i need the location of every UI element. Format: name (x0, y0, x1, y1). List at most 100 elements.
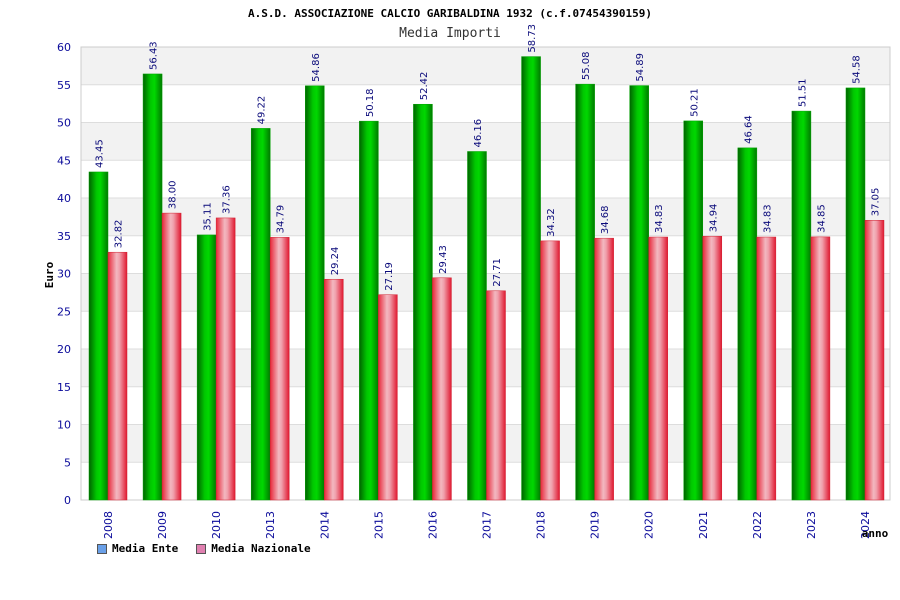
data-label: 52.42 (419, 72, 430, 101)
bar-media-ente (791, 110, 812, 501)
x-tick-label: 2015 (372, 511, 385, 539)
x-axis-label: anno (862, 527, 889, 540)
data-label: 54.86 (311, 53, 322, 82)
x-tick-label: 2009 (156, 511, 169, 539)
bar-media-ente (196, 234, 217, 501)
data-label: 37.36 (222, 185, 233, 214)
data-label: 54.89 (635, 53, 646, 82)
x-tick-label: 2008 (102, 511, 115, 539)
data-label: 46.16 (473, 119, 484, 148)
bar-media-ente (359, 120, 379, 501)
data-label: 34.68 (600, 206, 611, 235)
data-label: 46.64 (743, 115, 754, 144)
y-tick-label: 45 (57, 154, 71, 167)
bar-media-ente (575, 83, 595, 501)
legend-label-media-ente: Media Ente (112, 542, 179, 555)
bar-media-ente (737, 147, 758, 501)
bar-media-nazionale (486, 290, 506, 501)
bar-media-nazionale (648, 236, 668, 501)
x-tick-label: 2020 (643, 511, 656, 539)
data-label: 32.82 (114, 220, 125, 249)
legend-item-media-nazionale: Media Nazionale (196, 542, 311, 555)
y-tick-label: 35 (57, 230, 71, 243)
legend-swatch-media-ente (97, 543, 107, 554)
y-tick-label: 50 (57, 117, 71, 130)
bar-media-nazionale (324, 278, 344, 501)
y-tick-label: 5 (64, 456, 71, 469)
x-tick-label: 2017 (480, 511, 493, 539)
bar-media-ente (467, 151, 487, 501)
bar-media-ente (413, 103, 433, 501)
data-label: 29.43 (438, 245, 449, 274)
y-tick-label: 15 (57, 381, 71, 394)
x-tick-label: 2014 (318, 511, 331, 539)
x-tick-label: 2013 (264, 511, 277, 539)
bar-media-nazionale (107, 251, 128, 501)
bar-media-ente (521, 56, 541, 501)
data-label: 50.18 (365, 89, 376, 118)
data-label: 34.32 (546, 208, 557, 237)
x-tick-label: 2021 (697, 511, 710, 539)
bar-media-ente (683, 120, 704, 501)
y-tick-label: 20 (57, 343, 71, 356)
data-label: 35.11 (203, 202, 214, 231)
bar-media-ente (845, 87, 866, 501)
x-tick-label: 2019 (589, 511, 602, 539)
y-tick-label: 40 (57, 192, 71, 205)
x-tick-label: 2023 (805, 511, 818, 539)
data-label: 27.19 (384, 262, 395, 291)
bar-media-nazionale (702, 235, 723, 501)
data-label: 27.71 (492, 258, 503, 287)
chart-title: A.S.D. ASSOCIAZIONE CALCIO GARIBALDINA 1… (248, 7, 652, 20)
bar-media-nazionale (269, 237, 290, 501)
data-label: 55.08 (581, 52, 592, 81)
bar-media-ente (250, 128, 271, 501)
data-label: 34.79 (276, 205, 287, 234)
grid-band (81, 47, 890, 85)
y-axis-label: Euro (43, 261, 56, 288)
data-label: 29.24 (330, 247, 341, 276)
data-label: 37.05 (870, 188, 881, 217)
data-label: 58.73 (527, 24, 538, 53)
bar-media-nazionale (810, 236, 831, 501)
bar-media-nazionale (161, 212, 182, 501)
y-tick-label: 55 (57, 79, 71, 92)
bar-media-ente (629, 85, 649, 501)
data-label: 34.83 (762, 204, 773, 233)
data-label: 34.85 (816, 204, 827, 233)
data-label: 34.83 (654, 204, 665, 233)
x-tick-label: 2016 (426, 511, 439, 539)
bar-media-nazionale (432, 277, 452, 501)
data-label: 43.45 (95, 139, 106, 168)
bar-media-nazionale (594, 237, 614, 501)
legend-item-media-ente: Media Ente (97, 542, 178, 555)
data-label: 34.94 (708, 204, 719, 233)
y-tick-label: 25 (57, 305, 71, 318)
bar-media-ente (142, 73, 163, 501)
bar-media-ente (305, 85, 325, 501)
bar-media-ente (88, 171, 109, 501)
plot-area: 0 5 10 15 20 25 30 35 40 45 50 55 60 43.45 32.82 2008 56… (57, 24, 891, 539)
data-label: 54.58 (851, 55, 862, 84)
y-tick-label: 60 (57, 41, 71, 54)
bar-media-nazionale (756, 236, 777, 501)
data-label: 38.00 (168, 180, 179, 209)
data-label: 51.51 (797, 78, 808, 107)
y-tick-label: 30 (57, 268, 71, 281)
bar-media-nazionale (864, 220, 885, 501)
x-tick-label: 2018 (535, 511, 548, 539)
y-tick-label: 0 (64, 494, 71, 507)
bar-media-nazionale (540, 240, 560, 501)
chart-subtitle: Media Importi (399, 26, 501, 41)
data-label: 56.43 (149, 41, 160, 70)
data-label: 49.22 (257, 96, 268, 125)
bar-media-nazionale (215, 217, 236, 501)
legend-label-media-nazionale: Media Nazionale (211, 542, 311, 555)
bar-media-nazionale (378, 294, 398, 501)
legend-swatch-media-nazionale (196, 543, 207, 554)
legend: Media Ente Media Nazionale (97, 542, 311, 555)
x-tick-label: 2024 (859, 511, 872, 539)
x-tick-label: 2022 (751, 511, 764, 539)
data-label: 50.21 (689, 88, 700, 117)
